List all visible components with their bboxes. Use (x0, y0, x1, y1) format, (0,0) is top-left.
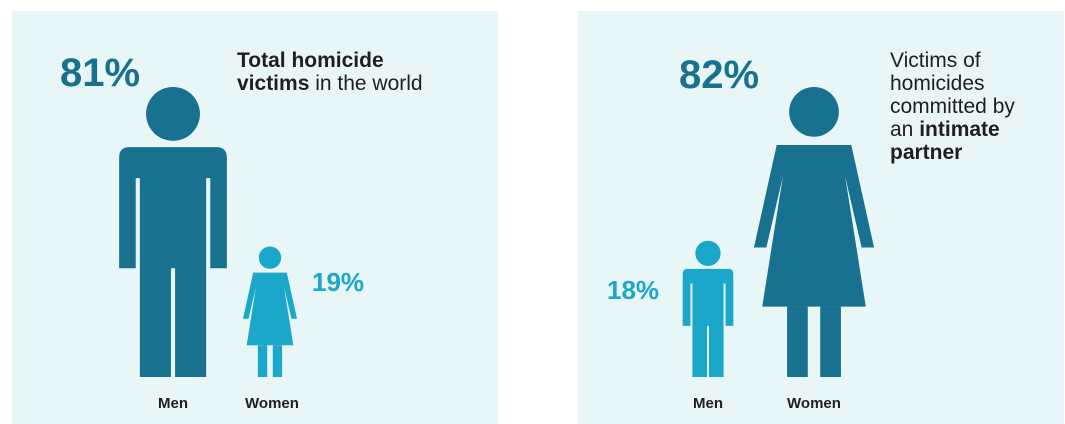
category-label-men: Men (693, 395, 723, 412)
chart-title-bold: partner (890, 141, 963, 164)
chart-title-line: an intimate (890, 118, 1060, 141)
man-figure-icon (682, 240, 734, 377)
category-label-men: Men (158, 395, 188, 412)
figure-leg (272, 345, 283, 377)
figure-body (242, 272, 298, 346)
panel-intimate-partner: 82% Victims of homicides committed by an… (578, 11, 1064, 424)
chart-title-rest: in the world (315, 72, 423, 95)
men-percentage-label: 81% (60, 51, 141, 95)
chart-title-total: Total homicide victims in the world (237, 49, 437, 95)
figure-head (258, 246, 282, 269)
category-label-women: Women (787, 395, 841, 412)
figure-leg (820, 306, 841, 377)
figure-body (119, 147, 227, 377)
men-percentage-label: 18% (607, 275, 660, 305)
pictogram-total (119, 87, 298, 377)
pictogram-intimate (682, 87, 875, 377)
woman-figure-icon (242, 246, 298, 377)
figure-leg (787, 306, 808, 377)
chart-title-line: partner (890, 141, 1060, 164)
chart-title-bold: intimate (919, 118, 1000, 141)
figure-head (789, 87, 839, 137)
chart-title-plain: an (890, 118, 914, 141)
figure-head (146, 87, 200, 141)
figure-head (695, 240, 721, 267)
chart-title-line: homicides (890, 72, 985, 95)
figure-body (682, 268, 734, 377)
chart-title-line: Victims of (890, 49, 981, 72)
figure-leg (257, 345, 268, 377)
figure-body (753, 145, 875, 307)
panel-total-homicide: 81% Total homicide victims in the world … (12, 11, 498, 424)
women-percentage-label: 19% (312, 267, 365, 297)
women-percentage-label: 82% (679, 53, 760, 97)
woman-figure-icon (753, 87, 875, 377)
chart-title-line: committed by (890, 95, 1015, 118)
chart-title-bold: Total homicide victims (237, 49, 384, 95)
category-label-women: Women (245, 395, 299, 412)
man-figure-icon (119, 87, 227, 377)
chart-title-intimate: Victims of homicides committed by an int… (890, 49, 1060, 164)
